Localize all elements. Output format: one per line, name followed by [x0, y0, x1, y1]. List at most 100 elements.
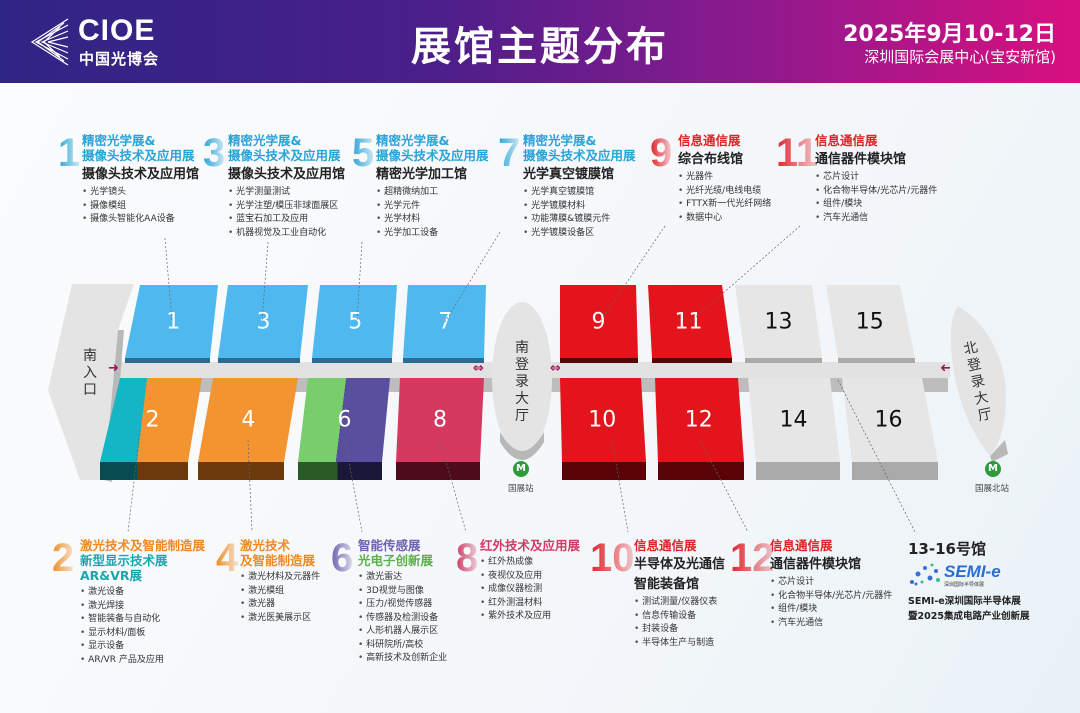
- hall-14[interactable]: [748, 378, 840, 462]
- logo-text: CIOE: [78, 14, 156, 47]
- list-item: 光学测量测试: [228, 186, 345, 200]
- block-subtitle: 综合布线馆: [678, 152, 744, 167]
- block-number: 10: [590, 536, 635, 580]
- list-item: 机器视觉及工业自动化: [228, 227, 345, 241]
- list-item: 蓝宝石加工及应用: [228, 213, 345, 227]
- hall-10[interactable]: [560, 378, 646, 462]
- list-item: FTTX新一代光纤网络: [678, 198, 771, 212]
- two-way-arrow-icon: ⇔: [473, 361, 484, 376]
- hall-6[interactable]: [298, 378, 390, 462]
- cioe-fan-logo-icon: [30, 18, 69, 66]
- list-item: 汽车光通信: [770, 617, 892, 631]
- list-item: 化合物半导体/光芯片/元器件: [770, 590, 892, 604]
- block-subtitle: 智能装备馆: [634, 577, 700, 592]
- block-title: AR&VR展: [80, 568, 142, 583]
- list-item: 信息传输设备: [634, 610, 725, 624]
- block-title: 信息通信展: [770, 538, 833, 553]
- block-item-list: 光学测量测试光学注塑/模压非球面展区蓝宝石加工及应用机器视觉及工业自动化: [228, 186, 345, 240]
- hall-info-block-2: 2 激光技术及智能制造展新型显示技术展AR&VR展激光设备激光焊接智能装备与自动化…: [52, 538, 206, 667]
- block-title: 信息通信展: [678, 133, 741, 148]
- south-lobby-base: [500, 432, 544, 460]
- hall-number: 4: [241, 407, 256, 433]
- list-item: 激光雷达: [358, 571, 447, 585]
- hall-1-side: [125, 358, 210, 363]
- list-item: 光学元件: [376, 200, 489, 214]
- hall-5[interactable]: [312, 285, 397, 358]
- hall-number: 8: [433, 407, 447, 433]
- block-item-list: 激光雷达3D视觉与图像压力/视觉传感器传感器及检测设备人形机器人展示区科研院所/…: [358, 571, 447, 666]
- block-title: 激光技术及智能制造展: [80, 538, 206, 553]
- list-item: 封装设备: [634, 623, 725, 637]
- hall-11-side: [652, 358, 732, 363]
- hall-10-side: [562, 462, 646, 480]
- hall-info-block-12: 12信息通信展通信器件模块馆芯片设计化合物半导体/光芯片/元器件组件/模块汽车光…: [730, 538, 892, 630]
- block-subtitle: 精密光学加工馆: [376, 167, 468, 182]
- hall-9-side: [560, 358, 638, 363]
- hall-3-side: [218, 358, 300, 363]
- list-item: 激光材料及元器件: [240, 571, 320, 585]
- block-title: 摄像头技术及应用展: [228, 148, 341, 163]
- page-title: 展馆主题分布: [411, 24, 669, 70]
- hall-15[interactable]: [826, 285, 915, 358]
- hall-info-block-3: 3精密光学展&摄像头技术及应用展摄像头技术及应用馆光学测量测试光学注塑/模压非球…: [203, 133, 345, 240]
- hall-info-block-1: 1精密光学展&摄像头技术及应用展摄像头技术及应用馆光学镜头摄像模组摄像头智能化A…: [58, 133, 199, 227]
- block-item-list: 测试测量/仪器仪表信息传输设备封装设备半导体生产与制造: [634, 596, 725, 650]
- block-item-list: 芯片设计化合物半导体/光芯片/元器件组件/模块汽车光通信: [770, 576, 892, 630]
- list-item: 光学加工设备: [376, 227, 489, 241]
- block-item-list: 超精微纳加工光学元件光学材料光学加工设备: [376, 186, 489, 240]
- semi-desc-line: 暨2025集成电路产业创新展: [908, 611, 1030, 622]
- list-item: 摄像头智能化AA设备: [82, 213, 199, 227]
- north-lobby-shape: [950, 306, 1006, 456]
- block-number: 9: [650, 131, 673, 175]
- list-item: 显示材料/面板: [80, 627, 205, 641]
- south-entrance-shape: [48, 284, 134, 480]
- list-item: 人形机器人展示区: [358, 625, 447, 639]
- hall-5-side: [312, 358, 392, 363]
- list-item: 红外热成像: [480, 556, 580, 570]
- hall-info-block-9: 9 信息通信展综合布线馆光器件光纤光缆/电线电缆FTTX新一代光纤网络数据中心: [650, 133, 771, 225]
- list-item: 光学注塑/模压非球面展区: [228, 200, 345, 214]
- block-title: 光电子创新展: [358, 553, 434, 568]
- block-number: 8: [456, 536, 479, 580]
- station-south-label: 国展站: [508, 484, 534, 494]
- list-item: 紫外技术及应用: [480, 610, 580, 624]
- block-title: 摄像头技术及应用展: [82, 148, 195, 163]
- hall-number: 7: [438, 309, 453, 334]
- hall-15-side: [838, 358, 915, 363]
- hall-13-side: [745, 358, 822, 363]
- block-item-list: 激光设备激光焊接智能装备与自动化显示材料/面板显示设备AR/VR 产品及应用: [80, 586, 205, 667]
- list-item: 激光医美展示区: [240, 612, 320, 626]
- metro-icon: M: [513, 461, 529, 477]
- list-item: 摄像模组: [82, 200, 199, 214]
- south-lobby-label[interactable]: 南登录大厅: [515, 340, 529, 424]
- hall-16-side: [852, 462, 938, 480]
- hall-number: 12: [684, 407, 713, 433]
- hall-number: 11: [674, 309, 703, 334]
- block-number: 4: [216, 536, 239, 580]
- block-title: 摄像头技术及应用展: [376, 148, 489, 163]
- hall-number: 2: [145, 407, 160, 433]
- block-number: 6: [331, 536, 354, 580]
- hall-number: 1: [166, 309, 181, 334]
- list-item: 光学镜头: [82, 186, 199, 200]
- block-title: 精密光学展&: [523, 133, 597, 148]
- hall-14-side: [756, 462, 840, 480]
- hall-info-block-10: 10信息通信展半导体及光通信智能装备馆测试测量/仪器仪表信息传输设备封装设备半导…: [590, 538, 725, 650]
- block-number: 5: [352, 131, 375, 175]
- block-subtitle: 通信器件模块馆: [815, 152, 907, 167]
- entry-arrow-icon: ➜: [940, 361, 951, 376]
- hall-2[interactable]: [100, 378, 202, 462]
- hall-info-block-11: 11信息通信展通信器件模块馆芯片设计化合物半导体/光芯片/元器件组件/模块汽车光…: [776, 133, 937, 225]
- block-item-list: 激光材料及元器件激光模组激光器激光医美展示区: [240, 571, 320, 625]
- list-item: 传感器及检测设备: [358, 612, 447, 626]
- north-lobby-base: [990, 440, 1008, 462]
- list-item: 成像仪器检测: [480, 583, 580, 597]
- list-item: 光学镀膜材料: [523, 200, 636, 214]
- list-item: 芯片设计: [815, 171, 937, 185]
- hall-number: 14: [779, 407, 808, 433]
- hall-number: 15: [855, 309, 884, 334]
- block-item-list: 光学镜头摄像模组摄像头智能化AA设备: [82, 186, 199, 227]
- block-title: 激光技术: [240, 538, 291, 553]
- block-title: 精密光学展&: [82, 133, 156, 148]
- list-item: 组件/模块: [770, 603, 892, 617]
